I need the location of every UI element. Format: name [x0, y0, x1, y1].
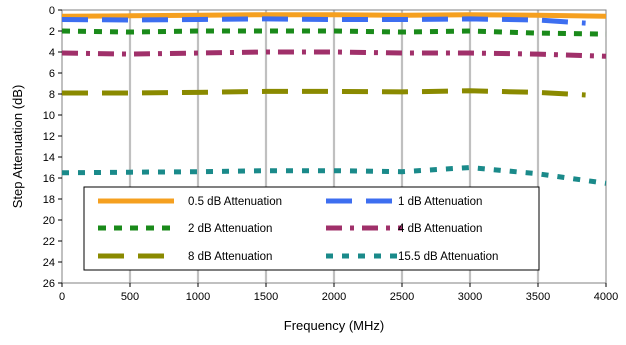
series-line-1 [61, 16, 586, 26]
y-tick-label: 26 [43, 278, 55, 290]
legend-label-2: 2 dB Attenuation [188, 223, 272, 235]
y-tick-label: 2 [49, 26, 55, 38]
y-tick-label: 0 [49, 5, 55, 17]
y-axis-title: Step Attenuation (dB) [10, 85, 25, 209]
y-tick-label: 24 [43, 257, 55, 269]
y-tick-label: 20 [43, 215, 55, 227]
legend-label-4: 8 dB Attenuation [188, 251, 272, 263]
y-tick-label: 4 [49, 47, 55, 59]
y-tick-label: 14 [43, 152, 55, 164]
x-axis-title: Frequency (MHz) [284, 318, 384, 333]
x-tick-label: 0 [59, 291, 65, 303]
legend-label-3: 4 dB Attenuation [398, 223, 482, 235]
y-tick-label: 8 [49, 89, 55, 101]
y-tick-label: 6 [49, 68, 55, 80]
legend-label-5: 15.5 dB Attenuation [398, 251, 498, 263]
x-tick-label: 1500 [254, 291, 278, 303]
legend-label-1: 1 dB Attenuation [398, 196, 482, 208]
series-line-4 [62, 88, 586, 98]
series-line-2 [61, 28, 607, 37]
x-tick-label: 2000 [322, 291, 346, 303]
legend-label-0: 0.5 dB Attenuation [188, 196, 282, 208]
x-tick-label: 3500 [526, 291, 550, 303]
x-tick-label: 2500 [390, 291, 414, 303]
y-tick-label: 22 [43, 236, 55, 248]
y-tick-label: 16 [43, 173, 55, 185]
y-tick-label: 10 [43, 110, 55, 122]
y-tick-label: 18 [43, 194, 55, 206]
x-tick-label: 4000 [594, 291, 618, 303]
series-line-0 [61, 12, 607, 19]
x-tick-label: 3000 [458, 291, 482, 303]
x-tick-label: 1000 [186, 291, 210, 303]
series-group [61, 12, 607, 186]
series-line-5 [61, 165, 607, 186]
x-tick-label: 500 [121, 291, 139, 303]
y-tick-label: 12 [43, 131, 55, 143]
legend: 0.5 dB Attenuation 1 dB Attenuation 2 dB A… [83, 186, 540, 271]
